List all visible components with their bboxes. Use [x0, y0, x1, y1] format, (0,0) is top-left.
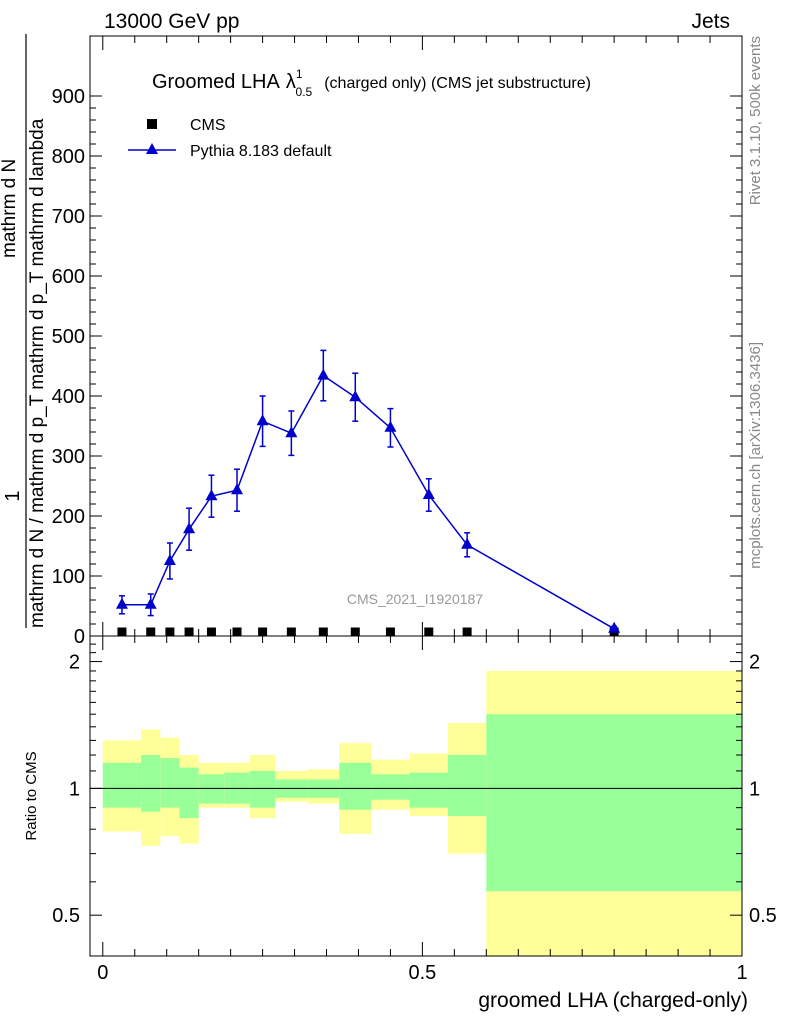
ratio-ytick-label-left: 2 [69, 652, 80, 674]
main-ytick-label: 500 [52, 326, 85, 348]
pythia-point [205, 489, 218, 501]
pythia-point [608, 621, 621, 633]
ratio-inner-band [371, 774, 410, 800]
pythia-point [115, 597, 128, 609]
ratio-ylabel: Ratio to CMS [23, 751, 40, 840]
ratio-ytick-label-right: 2 [749, 652, 760, 674]
cms-point [232, 627, 242, 637]
cms-point [117, 627, 127, 637]
pythia-point [384, 420, 397, 432]
ratio-inner-band [447, 755, 487, 816]
ratio-inner-band [249, 770, 276, 808]
main-title-sub: 0.5 [296, 85, 313, 99]
ratio-inner-band [179, 767, 199, 819]
ratio-ytick-label-right: 1 [749, 778, 760, 800]
main-title-lambda: λ [286, 71, 296, 93]
main-ytick-label: 200 [52, 506, 85, 528]
cms-point [184, 627, 194, 637]
legend-pythia-marker [146, 143, 158, 154]
cms-point [318, 627, 328, 637]
pythia-point [461, 537, 474, 549]
ratio-inner-band [198, 774, 225, 804]
main-title-suffix: (charged only) (CMS jet substructure) [324, 75, 591, 92]
x-tick-label: 1 [736, 962, 747, 984]
pythia-point [144, 597, 157, 609]
cms-point [424, 627, 434, 637]
ylabel-one: 1 [2, 490, 24, 501]
ratio-inner-band [141, 755, 161, 812]
cms-point [165, 627, 175, 637]
main-ytick-label: 100 [52, 566, 85, 588]
x-axis-label: groomed LHA (charged-only) [478, 989, 748, 1012]
ratio-inner-band [339, 762, 372, 810]
analysis-watermark: CMS_2021_I1920187 [347, 591, 483, 607]
ylabel-denominator: mathrm d N / mathrm d p_T mathrm d p_T m… [27, 118, 48, 628]
ylabel-numerator: mathrm d N [0, 159, 20, 258]
legend-cms-marker [147, 119, 157, 129]
rivet-label: Rivet 3.1.10, 500k events [747, 36, 764, 205]
pythia-point [231, 483, 244, 495]
pythia-point [256, 414, 269, 426]
main-panel-frame [89, 35, 743, 637]
pythia-point [285, 426, 298, 438]
pythia-point [183, 522, 196, 534]
cms-point [146, 627, 156, 637]
main-series [115, 349, 621, 637]
main-ytick-label: 600 [52, 266, 85, 288]
main-title-sup: 1 [296, 67, 303, 81]
main-ytick-label: 800 [52, 146, 85, 168]
main-title-text: Groomed LHA [152, 71, 280, 93]
ratio-ytick-label-left: 1 [69, 778, 80, 800]
ratio-panel-frame [89, 635, 743, 957]
cms-point [286, 627, 296, 637]
main-ytick-label: 0 [74, 626, 85, 648]
legend-cms-label: CMS [190, 117, 226, 134]
ratio-ticks: 0.5 0.5 1 1 2 2 0 0.5 1 [52, 636, 777, 984]
main-ytick-label: 900 [52, 86, 85, 108]
x-tick-label: 0 [97, 962, 108, 984]
ratio-ytick-label-left: 0.5 [52, 905, 80, 927]
mcplots-label: mcplots.cern.ch [arXiv:1306.3436] [747, 342, 764, 569]
cms-point [258, 627, 268, 637]
pythia-point [317, 368, 330, 380]
header-energy: 13000 GeV pp [104, 10, 239, 33]
pythia-point [349, 390, 362, 402]
main-ytick-label: 300 [52, 446, 85, 468]
main-ytick-label: 400 [52, 386, 85, 408]
main-title: Groomed LHA λ1 0.5 (charged only) (CMS jet … [152, 67, 591, 99]
ratio-inner-band [102, 762, 142, 808]
cms-point [206, 627, 216, 637]
ratio-ytick-label-right: 0.5 [749, 905, 777, 927]
pythia-point [422, 488, 435, 499]
cms-point [462, 627, 472, 637]
pythia-line [122, 374, 615, 630]
header-jets: Jets [691, 10, 730, 33]
main-y-ticks: 0 100 200 300 400 500 600 700 800 900 [52, 36, 743, 648]
ratio-bands [90, 670, 742, 956]
legend-pythia-label: Pythia 8.183 default [190, 143, 332, 160]
ratio-inner-band [160, 758, 180, 808]
x-tick-label: 0.5 [408, 962, 436, 984]
ratio-inner-band [409, 772, 448, 808]
main-ylabel: 1 mathrm d N / mathrm d p_T mathrm d p_T… [0, 34, 48, 628]
main-ytick-label: 700 [52, 206, 85, 228]
cms-point [350, 627, 360, 637]
pythia-point [163, 554, 176, 565]
ratio-inner-band [486, 714, 742, 892]
cms-point [385, 627, 395, 637]
